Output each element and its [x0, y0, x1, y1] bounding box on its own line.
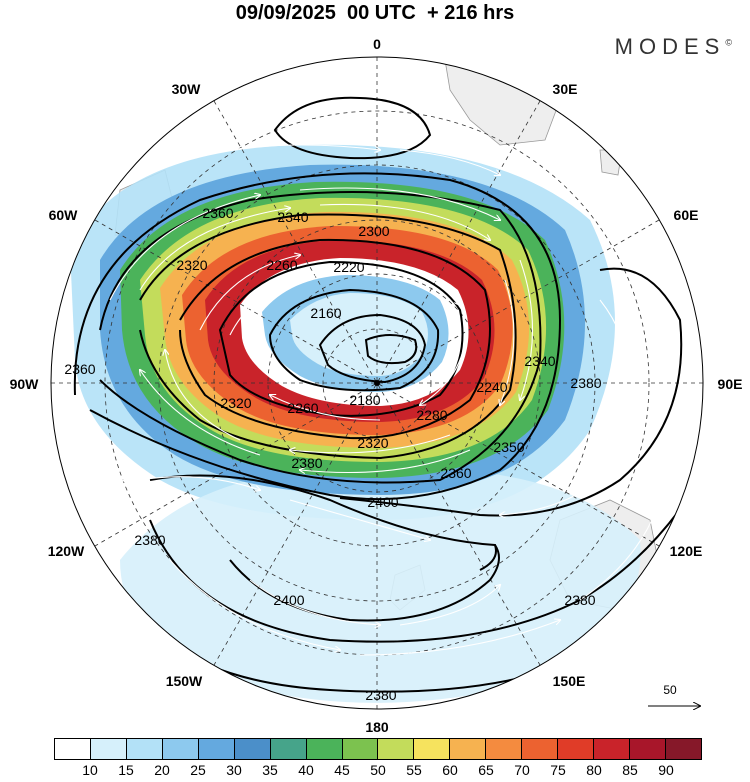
- longitude-labels: 0 30E 60E 90E 120E 150E 180 150W 120W 90…: [10, 36, 743, 735]
- colorbar-swatch: [486, 739, 523, 759]
- colorbar-swatch: [270, 739, 307, 759]
- contour-label: 2380: [564, 592, 595, 608]
- colorbar-tick-label: 15: [118, 762, 134, 778]
- colorbar-swatch: [234, 739, 271, 759]
- colorbar-tick-label: 90: [658, 762, 674, 778]
- contour-labels: 2360 2340 2300 2260 2220 2320 2360 2160 …: [64, 205, 601, 703]
- colorbar-swatch: [198, 739, 235, 759]
- contour-label: 2380: [365, 687, 396, 703]
- reference-vector-label: 50: [663, 683, 677, 697]
- lon-label-30w: 30W: [172, 81, 202, 97]
- contour-label: 2350: [493, 439, 524, 455]
- contour-label: 2320: [357, 435, 388, 451]
- lon-label-90w: 90W: [10, 376, 40, 392]
- contour-label: 2320: [220, 395, 251, 411]
- lon-label-150e: 150E: [553, 673, 586, 689]
- height-contours: [73, 96, 701, 693]
- colorbar-swatch: [162, 739, 199, 759]
- contour-label: 2280: [416, 407, 447, 423]
- colorbar-tick-label: 20: [154, 762, 170, 778]
- colorbar-tick-label: 30: [226, 762, 242, 778]
- lon-label-150w: 150W: [166, 673, 203, 689]
- contour-label: 2260: [287, 400, 318, 416]
- wind-speed-shading: [70, 144, 641, 703]
- pole-marker: [374, 380, 380, 386]
- contour-label: 2340: [524, 353, 555, 369]
- colorbar-tick-label: 45: [334, 762, 350, 778]
- colorbar-tick-label: 35: [262, 762, 278, 778]
- colorbar-swatch: [306, 739, 343, 759]
- colorbar-swatch: [55, 739, 91, 759]
- reference-vector-arrow: [648, 700, 706, 712]
- colorbar-swatch: [414, 739, 451, 759]
- colorbar-tick-label: 40: [298, 762, 314, 778]
- lon-label-60w: 60W: [49, 207, 79, 223]
- contour-label: 2380: [291, 455, 322, 471]
- colorbar-swatch: [522, 739, 559, 759]
- contour-label: 2340: [277, 209, 308, 225]
- map-title: 09/09/2025 00 UTC + 216 hrs: [235, 2, 515, 24]
- colorbar-swatch: [594, 739, 630, 759]
- contour-label: 2320: [176, 257, 207, 273]
- lon-label-0: 0: [373, 36, 381, 52]
- globe-border: [50, 56, 704, 710]
- copyright-mark: ©: [725, 37, 732, 48]
- lon-label-90e: 90E: [718, 376, 743, 392]
- colorbar: [54, 738, 702, 760]
- colorbar-swatch: [665, 739, 701, 759]
- lon-label-120w: 120W: [48, 543, 85, 559]
- brand-text: MODES: [614, 34, 726, 59]
- colorbar-tick-label: 80: [586, 762, 602, 778]
- colorbar-swatch: [378, 739, 415, 759]
- modes-logo: MODES©: [615, 34, 732, 60]
- lon-label-120e: 120E: [670, 543, 703, 559]
- contour-label: 2260: [266, 257, 297, 273]
- contour-label: 2180: [349, 392, 380, 408]
- colorbar-tick-label: 50: [370, 762, 386, 778]
- colorbar-swatch: [90, 739, 127, 759]
- colorbar-tick-label: 60: [442, 762, 458, 778]
- colorbar-swatch: [126, 739, 163, 759]
- lon-label-30e: 30E: [553, 81, 578, 97]
- lon-label-60e: 60E: [674, 207, 699, 223]
- colorbar-swatch: [558, 739, 595, 759]
- colorbar-labels: 10 15 20 25 30 35 40 45 50 55 60 65 70 75 80 85 90: [54, 762, 702, 782]
- colorbar-tick-label: 65: [478, 762, 494, 778]
- contour-label: 2300: [358, 223, 389, 239]
- colorbar-tick-label: 25: [190, 762, 206, 778]
- contour-label: 2220: [333, 259, 364, 275]
- colorbar-swatch: [450, 739, 487, 759]
- contour-label: 2400: [367, 494, 398, 510]
- map-body: 2360 2340 2300 2260 2220 2320 2360 2160 …: [51, 57, 703, 709]
- contour-label: 2380: [134, 532, 165, 548]
- colorbar-tick-label: 75: [550, 762, 566, 778]
- contour-label: 2380: [570, 375, 601, 391]
- colorbar-tick-label: 85: [622, 762, 638, 778]
- contour-label: 2360: [202, 205, 233, 221]
- colorbar-swatch: [342, 739, 379, 759]
- contour-label: 2160: [310, 305, 341, 321]
- colorbar-tick-label: 10: [82, 762, 98, 778]
- contour-label: 2240: [476, 379, 507, 395]
- contour-label: 2360: [440, 465, 471, 481]
- contour-label: 2400: [273, 592, 304, 608]
- colorbar-tick-label: 55: [406, 762, 422, 778]
- madagascar-region: [599, 149, 623, 176]
- wind-streamlines: [79, 144, 660, 656]
- colorbar-tick-label: 70: [514, 762, 530, 778]
- lon-label-180: 180: [365, 719, 389, 735]
- colorbar-swatch: [630, 739, 666, 759]
- contour-label: 2360: [64, 361, 95, 377]
